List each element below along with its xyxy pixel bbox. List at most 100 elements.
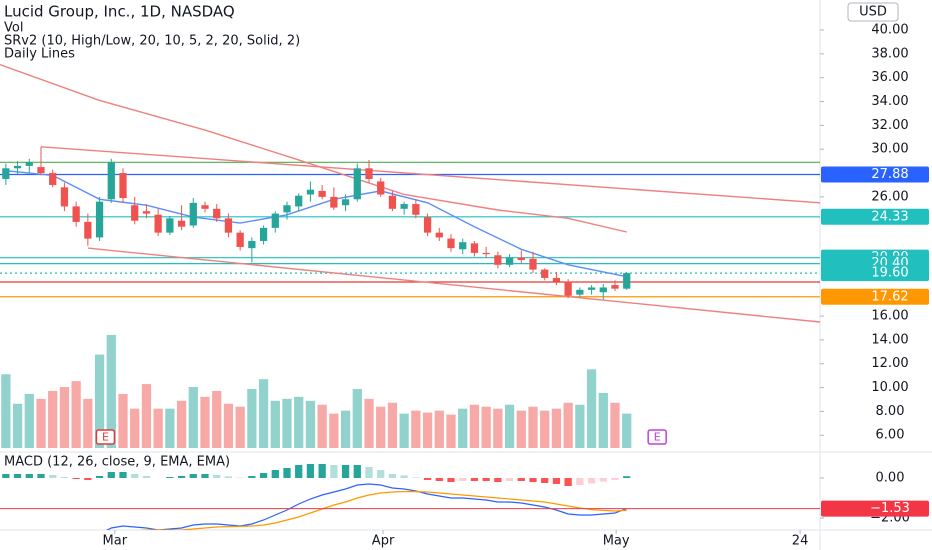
volume-bar [411,410,421,448]
candle-body [95,201,104,238]
volume-bar [212,390,222,448]
macd-histogram [201,474,209,478]
candle-body [154,214,162,233]
macd-histogram [189,474,197,478]
macd-histogram [353,465,361,478]
volume-bar [364,398,374,448]
volume-bar [458,408,468,448]
volume-bar [141,384,152,448]
candle-body [599,287,607,293]
price-tag [821,288,929,305]
volume-bar [1,374,11,448]
y-tick-label: 30.00 [871,142,908,157]
y-tick-label: 36.00 [871,70,908,85]
volume-bar [575,404,585,448]
volume-bar [48,390,58,448]
event-label: E [654,431,661,444]
macd-histogram [541,478,549,483]
macd-tick-label: 0.00 [876,471,905,486]
volume-bar [376,406,386,448]
macd-histogram [95,476,104,478]
candle-body [13,165,22,169]
macd-histogram [37,474,45,478]
price-tag-label: 27.88 [871,167,908,182]
volume-bar [422,412,433,448]
candle-body [248,240,256,249]
x-tick-label: Mar [103,534,128,549]
volume-bar [258,379,269,448]
macd-histogram [25,474,33,478]
y-tick-label: 26.00 [871,189,908,204]
macd-histogram [611,478,619,480]
currency-box[interactable] [847,2,899,22]
y-tick-label: 14.00 [871,332,908,347]
macd-histogram [259,473,268,478]
candle-body [623,273,631,289]
overlay-line [40,146,820,204]
volume-bar [36,398,46,448]
volume-bar [598,392,608,448]
macd-histogram [388,474,397,478]
candle-body [142,211,151,214]
currency[interactable]: USD [859,5,887,20]
macd-histogram [177,476,186,478]
volume-bar [504,404,515,448]
y-tick-label: 6.00 [876,428,905,443]
macd-tag [821,500,929,517]
candle-body [107,162,115,200]
macd-histogram [494,478,502,482]
macd-histogram [459,478,467,481]
volume-bar [71,381,81,448]
candle-body [611,285,619,289]
candle-body [295,195,303,207]
chart-title: Lucid Group, Inc., 1D, NASDAQ [4,3,235,21]
price-tag [821,166,929,183]
candle-body [318,190,326,197]
candle-body [541,269,549,278]
candle-body [37,167,45,174]
macd-histogram [84,478,92,480]
volume-bar [551,408,562,448]
macd-histogram [224,476,233,478]
macd-histogram [142,476,151,478]
candle-body [49,173,57,185]
candle-body [494,255,502,265]
volume-bar [106,334,116,448]
macd-histogram [599,478,607,482]
macd-histogram [213,475,221,478]
candle-body [177,220,186,227]
macd-line [106,483,627,530]
price-tag-label: 17.62 [871,289,908,304]
macd-title: MACD (12, 26, close, 9, EMA, EMA) [4,455,230,470]
candle-body [459,242,467,250]
candle-body [435,232,443,238]
price-tag [821,208,929,225]
candle-body [447,238,455,249]
volume-bar [610,402,620,448]
volume-bar [118,393,128,448]
macd-histogram [435,478,443,481]
macd-histogram [587,478,596,484]
volume-bar [235,406,245,448]
candle-body [306,189,315,195]
macd-histogram [330,465,338,478]
candle-body [353,168,361,200]
candle-body [72,206,80,222]
volume-bar [270,400,280,448]
volume-bar [329,413,339,448]
y-tick-label: 10.00 [871,380,908,395]
candle-body [529,258,537,270]
macd-histogram [423,478,432,480]
macd-histogram [365,467,373,478]
candle-body [587,287,596,290]
candle-body [423,217,432,233]
volume-bar [622,413,632,448]
volume-bar [83,398,93,448]
candle-body [224,218,233,233]
price-tag [821,265,929,282]
candle-body [517,257,525,261]
candle-body [365,168,373,180]
candle-body [283,205,291,213]
candle-body [2,168,10,180]
